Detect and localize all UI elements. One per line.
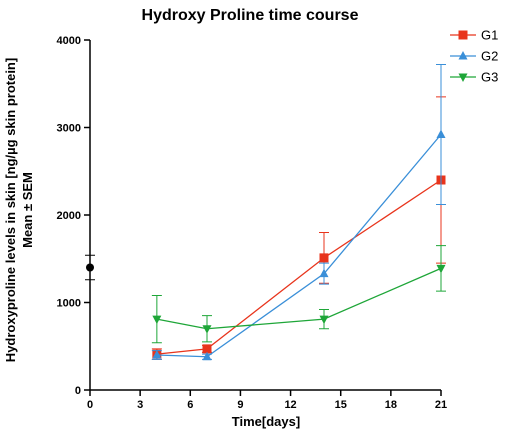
x-tick-label: 0	[87, 399, 93, 411]
y-axis-label-line2: Mean ± SEM	[20, 172, 35, 248]
series-g1-point	[319, 253, 329, 263]
legend-swatch-marker	[458, 51, 468, 60]
legend-label: G2	[481, 49, 498, 64]
series-g3-point	[152, 315, 162, 325]
series-g3-point	[202, 325, 212, 334]
x-ticks: 0 3 6 9 12 15 18 21	[87, 390, 447, 411]
x-tick-label: 15	[335, 399, 347, 411]
series-g3	[151, 245, 446, 344]
series-g2	[151, 64, 446, 361]
x-tick-label: 6	[187, 399, 193, 411]
y-tick-label: 2000	[57, 210, 81, 222]
x-tick-label: 21	[435, 399, 447, 411]
legend-swatch-marker	[458, 73, 468, 82]
x-axis-label: Time[days]	[232, 414, 300, 429]
y-tick-label: 1000	[57, 298, 81, 310]
series-g1-line	[156, 179, 442, 355]
series-g3-point	[436, 264, 446, 274]
legend-item-g1: G1	[450, 28, 498, 43]
series-g2-point	[152, 350, 162, 359]
plot-area	[85, 64, 446, 361]
series-g2-line	[156, 134, 442, 358]
series-g1	[151, 96, 446, 360]
legend-label: G3	[481, 70, 498, 85]
x-tick-label: 9	[237, 399, 243, 411]
y-tick-label: 4000	[57, 35, 81, 47]
x-tick-label: 18	[385, 399, 397, 411]
y-tick-label: 0	[75, 385, 81, 397]
chart-title: Hydroxy Proline time course	[142, 7, 359, 24]
legend-swatch-marker	[458, 30, 468, 40]
series-g1-point	[202, 344, 212, 354]
legend-label: G1	[481, 28, 498, 43]
x-tick-label: 3	[137, 399, 143, 411]
legend-item-g2: G2	[450, 49, 498, 64]
series-g2-point	[319, 268, 329, 278]
series-g2-point	[202, 351, 212, 361]
legend: G1 G2 G3	[450, 28, 498, 85]
series-g3-line	[156, 267, 442, 330]
series-g3-point	[319, 315, 329, 325]
y-axis-label-line1: Hydroxyproline levels in skin [ng/µg ski…	[3, 58, 18, 362]
x-tick-label: 12	[284, 399, 296, 411]
legend-item-g3: G3	[450, 70, 498, 85]
y-ticks: 0 1000 2000 3000 4000	[57, 35, 90, 397]
y-tick-label: 3000	[57, 123, 81, 135]
series-g2-point	[436, 129, 446, 138]
